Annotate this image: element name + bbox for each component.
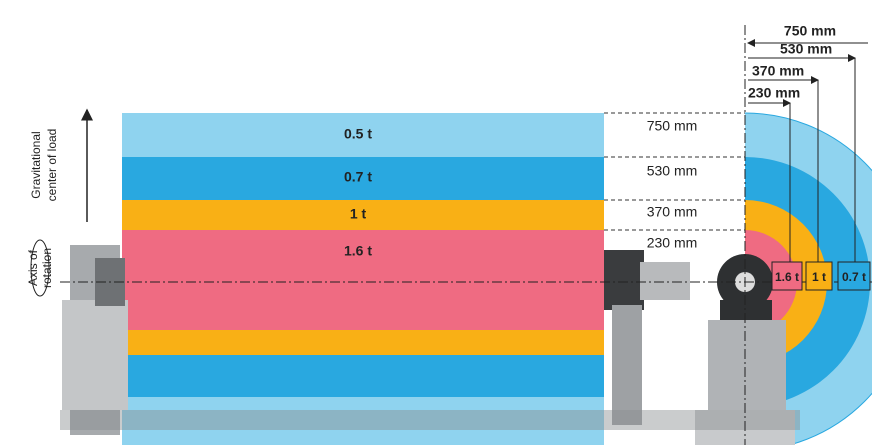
dimension-label: 750 mm bbox=[784, 23, 836, 39]
hanger-labels bbox=[771, 261, 871, 291]
dimension-label: 530 mm bbox=[780, 41, 832, 57]
rotation-symbol bbox=[30, 239, 50, 297]
height-label: 530 mm bbox=[647, 163, 698, 179]
side-label: rotation bbox=[40, 248, 54, 288]
band-load: 1.6 t bbox=[344, 243, 372, 259]
side-label: Gravitational bbox=[29, 131, 43, 198]
band-load: 0.5 t bbox=[344, 126, 372, 142]
band-load: 0.7 t bbox=[344, 169, 372, 185]
hanger-label: 0.7 t bbox=[842, 270, 866, 284]
hanger-label: 1 t bbox=[812, 270, 826, 284]
side-label: center of load bbox=[45, 129, 59, 202]
dimension-label: 230 mm bbox=[748, 85, 800, 101]
dimension-label: 370 mm bbox=[752, 63, 804, 79]
band-load: 1 t bbox=[350, 206, 367, 222]
height-label: 370 mm bbox=[647, 204, 698, 220]
hanger-label: 1.6 t bbox=[775, 270, 799, 284]
height-label: 230 mm bbox=[647, 235, 698, 251]
side-label: Axis of bbox=[26, 249, 40, 286]
dimension-arrows bbox=[747, 39, 868, 262]
height-guides bbox=[604, 112, 745, 231]
load-bands bbox=[122, 113, 604, 445]
height-label: 750 mm bbox=[647, 118, 698, 134]
